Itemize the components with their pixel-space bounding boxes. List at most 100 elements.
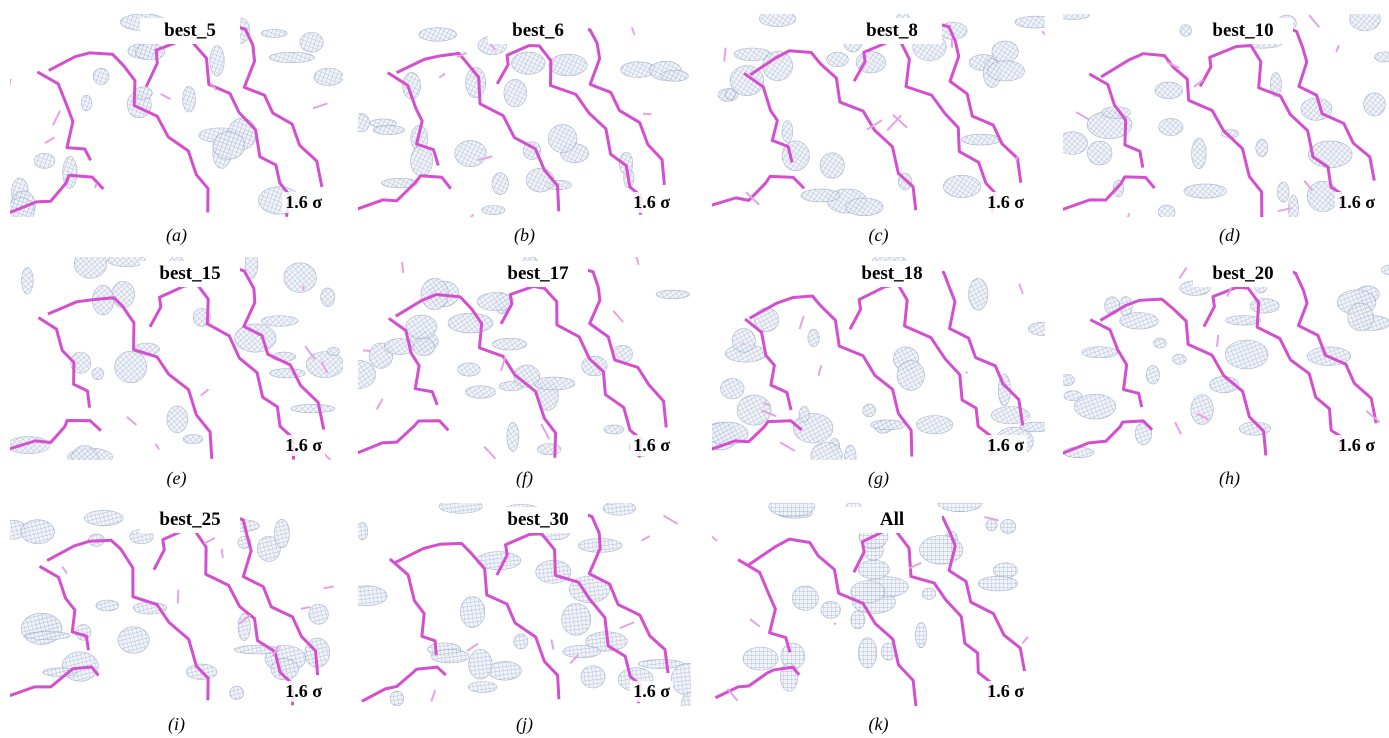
- mesh-blob: [1347, 302, 1374, 332]
- backbone: [495, 532, 642, 704]
- backbone: [37, 316, 92, 408]
- mesh-blob: [513, 364, 540, 388]
- mesh-blob: [580, 665, 606, 689]
- side-chain: [1335, 44, 1340, 53]
- mesh-blob: [313, 67, 343, 86]
- backbone: [1089, 318, 1144, 408]
- backbone: [923, 511, 1027, 672]
- mesh-blob: [670, 663, 691, 696]
- side-chain: [94, 183, 98, 189]
- backbone: [929, 20, 1023, 183]
- mesh-blob: [358, 585, 388, 607]
- sigma-label: 1.6 σ: [282, 435, 325, 456]
- mesh-blob: [1014, 15, 1045, 29]
- side-chain: [1041, 30, 1045, 36]
- side-chain: [1193, 78, 1204, 88]
- sigma-label: 1.6 σ: [984, 192, 1027, 213]
- mesh-blob: [819, 152, 845, 179]
- side-chain: [540, 423, 551, 440]
- mesh-blob: [182, 434, 204, 444]
- backbone: [712, 174, 806, 207]
- mesh-blob: [513, 633, 529, 650]
- mesh-blob: [985, 519, 998, 531]
- panel: best_8 1.6 σ: [712, 14, 1045, 217]
- mesh-blob: [810, 442, 843, 460]
- mesh-blob: [758, 14, 797, 28]
- panel: best_17 1.6 σ: [358, 257, 691, 460]
- mesh-blob: [991, 406, 1031, 425]
- sigma-label: 1.6 σ: [282, 681, 325, 702]
- mesh-blob: [1063, 131, 1088, 155]
- mesh-blob: [42, 667, 78, 677]
- mesh-blob: [1145, 365, 1160, 385]
- mesh-blob: [619, 152, 634, 175]
- backbone: [575, 265, 668, 428]
- side-chain: [886, 114, 902, 132]
- mesh-blob: [381, 178, 419, 189]
- mesh-blob: [1183, 183, 1227, 199]
- mesh-blob: [919, 535, 964, 565]
- side-chain: [908, 561, 922, 570]
- panel-caption: (f): [516, 468, 533, 488]
- side-chain: [965, 371, 969, 374]
- side-chain: [52, 110, 61, 126]
- mesh-blob: [655, 289, 690, 300]
- mesh-blob: [244, 257, 259, 279]
- mesh-blob: [372, 125, 405, 135]
- density-map: [712, 257, 1045, 460]
- panel-title: best_6: [488, 18, 588, 44]
- side-chain: [745, 191, 760, 206]
- side-chain: [642, 112, 652, 116]
- side-chain: [456, 52, 467, 59]
- mesh-blob: [1087, 140, 1113, 166]
- mesh-blob: [487, 661, 522, 681]
- side-chain: [619, 621, 635, 630]
- mesh-blob: [476, 292, 515, 311]
- mesh-blob: [807, 329, 820, 347]
- side-chain: [362, 349, 371, 353]
- mesh-blob: [736, 394, 772, 426]
- mesh-blob: [915, 622, 927, 649]
- backbone: [227, 513, 320, 676]
- mesh-blob: [107, 257, 146, 268]
- side-chain: [1196, 412, 1210, 421]
- mesh-blob: [70, 445, 99, 460]
- mesh-blob: [896, 360, 925, 391]
- mesh-blob: [602, 503, 637, 516]
- mesh-blob: [870, 419, 906, 431]
- backbone: [852, 528, 992, 702]
- mesh-blob: [389, 690, 404, 706]
- side-chain: [61, 566, 68, 575]
- side-chain: [866, 119, 883, 131]
- side-chain: [126, 416, 138, 426]
- mesh-blob: [800, 188, 841, 203]
- density-map: [10, 510, 334, 706]
- mesh-blob: [1380, 264, 1389, 276]
- panel-caption: (j): [516, 714, 533, 734]
- mesh-blob: [1308, 140, 1353, 168]
- mesh-blob: [457, 362, 481, 377]
- backbone: [1063, 419, 1154, 455]
- side-chain: [763, 402, 771, 407]
- panel-title: best_18: [842, 261, 942, 287]
- panel: best_30 1.6 σ: [358, 503, 691, 706]
- mesh-blob: [73, 257, 107, 279]
- mesh-blob: [561, 603, 592, 636]
- backbone: [748, 294, 914, 457]
- mesh-blob: [986, 60, 1025, 82]
- backbone: [387, 317, 439, 406]
- mesh-blob: [1288, 194, 1299, 217]
- backbone: [144, 39, 291, 217]
- mesh-blob: [1081, 346, 1119, 359]
- mesh-blob: [850, 610, 866, 630]
- mesh-blob: [261, 315, 299, 327]
- mesh-blob: [977, 576, 1018, 592]
- panel-caption: (c): [868, 225, 889, 245]
- mesh-blob: [468, 649, 493, 680]
- mesh-blob: [1157, 204, 1176, 217]
- backbone: [10, 173, 105, 214]
- backbone: [358, 174, 452, 211]
- side-chain: [203, 536, 216, 545]
- mesh-blob: [305, 351, 343, 378]
